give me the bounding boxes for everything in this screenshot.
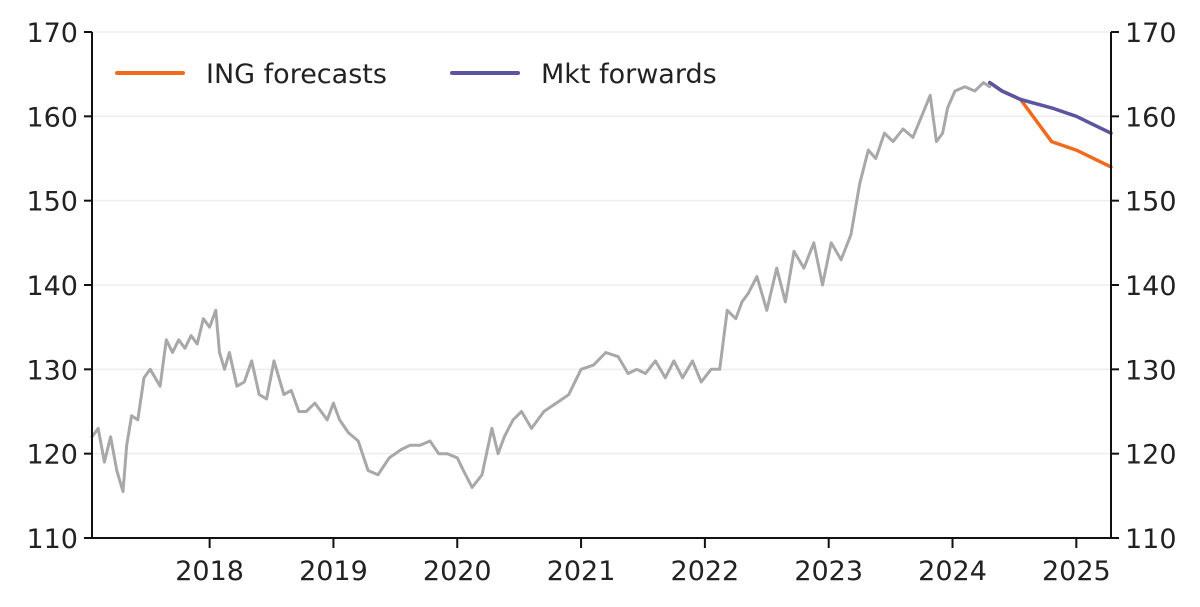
x-tick-label: 2023 — [794, 556, 863, 587]
series-line-mkt-forwards — [987, 80, 1113, 135]
legend-label-mkt-forwards: Mkt forwards — [541, 59, 717, 90]
y-tick-label-left: 150 — [26, 187, 78, 218]
y-tick-label-left: 170 — [26, 18, 78, 49]
legend: ING forecasts Mkt forwards — [115, 59, 717, 90]
x-tick-label: 2024 — [918, 556, 987, 587]
y-tick-label-right: 130 — [1125, 355, 1177, 386]
series-line-history — [90, 81, 992, 494]
y-tick-label-right: 140 — [1125, 271, 1177, 302]
x-tick-label: 2018 — [175, 556, 244, 587]
y-tick-label-right: 160 — [1125, 102, 1177, 133]
x-tick-label: 2025 — [1042, 556, 1111, 587]
y-tick-label-left: 120 — [26, 440, 78, 471]
x-tick-label: 2020 — [423, 556, 492, 587]
y-tick-label-left: 160 — [26, 102, 78, 133]
gridlines — [92, 31, 1111, 455]
axes: 110 110 120 120 130 130 140 140 150 150 160 160 170 1… — [26, 18, 1176, 587]
y-tick-label-right: 110 — [1125, 524, 1177, 555]
y-tick-label-right: 170 — [1125, 18, 1177, 49]
y-tick-label-left: 130 — [26, 355, 78, 386]
y-tick-label-left: 110 — [26, 524, 78, 555]
x-tick-label: 2019 — [299, 556, 368, 587]
y-tick-label-right: 150 — [1125, 187, 1177, 218]
x-tick-label: 2021 — [547, 556, 616, 587]
x-tick-label: 2022 — [671, 556, 740, 587]
y-tick-label-right: 120 — [1125, 440, 1177, 471]
plot-area — [90, 80, 1113, 494]
legend-label-ing-forecasts: ING forecasts — [206, 59, 387, 90]
y-tick-label-left: 140 — [26, 271, 78, 302]
